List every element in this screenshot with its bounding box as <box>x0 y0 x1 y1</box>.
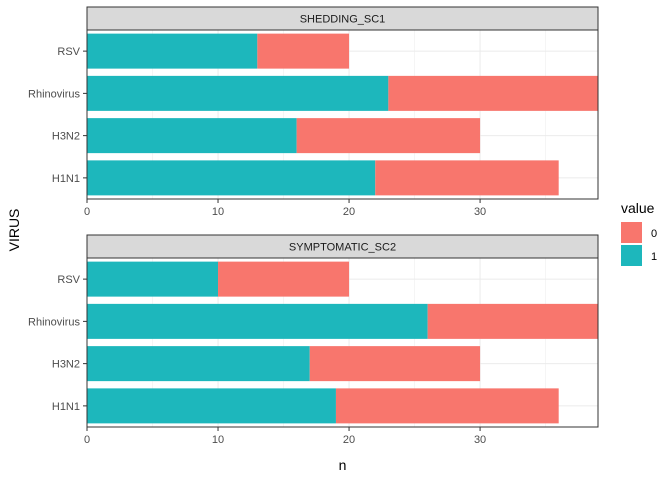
x-tick-label: 30 <box>474 434 486 446</box>
legend-label-1: 1 <box>651 251 657 263</box>
bar-h3n2-value-0 <box>296 118 481 154</box>
bar-rhinovirus-value-0 <box>388 75 598 111</box>
y-tick-label: H1N1 <box>52 173 80 185</box>
bar-rhinovirus-value-0 <box>427 303 598 339</box>
bar-rsv-value-0 <box>257 33 350 69</box>
facet-strip-label: SYMPTOMATIC_SC2 <box>289 242 396 254</box>
bar-rsv-value-1 <box>87 33 258 69</box>
x-axis-title: n <box>339 457 347 473</box>
panel-border <box>86 257 599 428</box>
bar-rsv-value-0 <box>218 261 350 297</box>
bar-h1n1-value-1 <box>87 388 336 424</box>
y-tick-label: RSV <box>57 274 80 286</box>
bar-rhinovirus-value-1 <box>87 303 428 339</box>
facet-strip-label: SHEDDING_SC1 <box>300 14 386 26</box>
x-tick-label: 0 <box>84 206 90 218</box>
x-tick-label: 20 <box>343 434 355 446</box>
bar-rhinovirus-value-1 <box>87 75 389 111</box>
bar-h1n1-value-0 <box>375 160 559 196</box>
bar-rsv-value-1 <box>87 261 219 297</box>
y-tick-label: H3N2 <box>52 359 80 371</box>
y-tick-label: Rhinovirus <box>28 88 80 100</box>
bar-h1n1-value-0 <box>335 388 559 424</box>
x-tick-label: 10 <box>212 206 224 218</box>
bar-h3n2-value-1 <box>87 346 310 382</box>
bar-h3n2-value-1 <box>87 118 297 154</box>
bar-h3n2-value-0 <box>309 346 481 382</box>
panel-border <box>86 29 599 200</box>
x-tick-label: 0 <box>84 434 90 446</box>
x-tick-label: 30 <box>474 206 486 218</box>
y-tick-label: H1N1 <box>52 401 80 413</box>
legend-label-0: 0 <box>651 228 657 240</box>
y-tick-label: RSV <box>57 46 80 58</box>
y-axis-title: VIRUS <box>6 209 22 252</box>
bar-h1n1-value-1 <box>87 160 376 196</box>
legend-key-1 <box>621 245 642 266</box>
y-tick-label: Rhinovirus <box>28 316 80 328</box>
legend-title: value <box>621 200 655 216</box>
x-tick-label: 20 <box>343 206 355 218</box>
x-tick-label: 10 <box>212 434 224 446</box>
legend-key-0 <box>621 222 642 243</box>
y-tick-label: H3N2 <box>52 131 80 143</box>
